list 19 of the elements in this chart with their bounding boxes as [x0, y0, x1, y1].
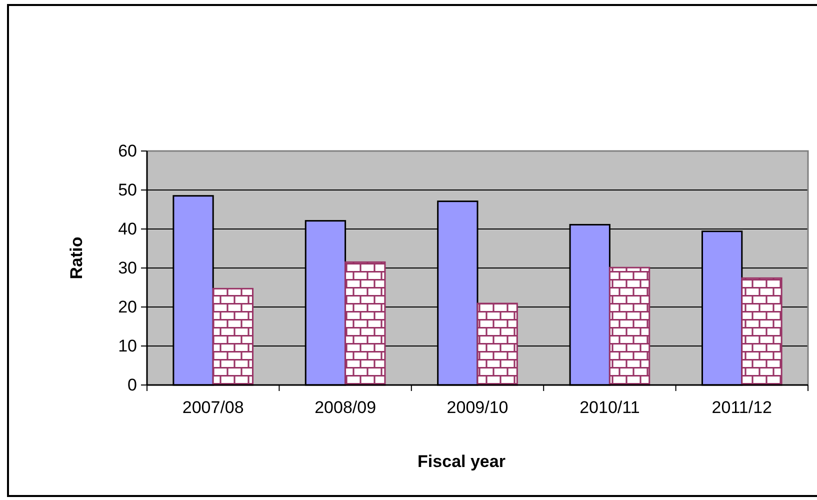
bar — [476, 302, 518, 386]
y-tick-label: 60 — [118, 141, 137, 160]
bar — [344, 261, 386, 386]
x-axis-title: Fiscal year — [418, 452, 506, 471]
y-tick-label: 40 — [118, 219, 137, 238]
y-axis-title: Ratio — [67, 236, 86, 280]
x-tick-label: 2010/11 — [580, 398, 640, 418]
y-tick-label: 20 — [118, 297, 137, 316]
x-tick-label: 2007/08 — [182, 398, 244, 418]
y-tick-label: 10 — [118, 336, 137, 356]
y-tick-label: 30 — [118, 258, 137, 278]
bar — [212, 288, 254, 386]
y-tick-label: 50 — [118, 180, 137, 200]
bar — [741, 277, 782, 386]
x-tick-label: 2011/12 — [712, 398, 772, 418]
x-tick-label: 2008/09 — [314, 398, 376, 418]
x-tick-label: 2009/10 — [446, 398, 508, 418]
bar — [608, 266, 650, 386]
y-tick-label: 0 — [128, 375, 137, 394]
